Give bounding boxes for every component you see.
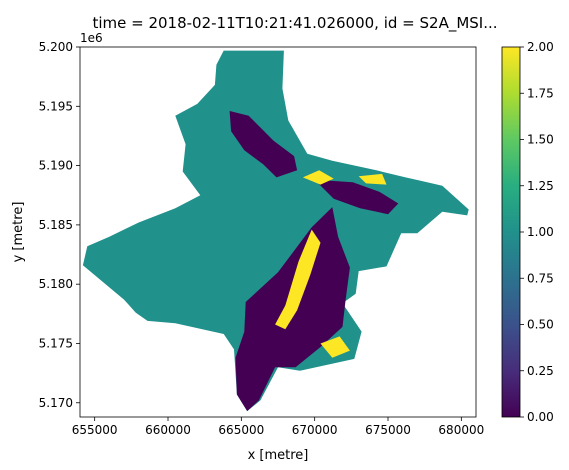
colorbar-tick-label: 0.00 bbox=[527, 410, 554, 424]
y-axis: 5.170 5.175 5.180 5.185 5.190 5.195 5.200 bbox=[39, 40, 80, 410]
colorbar-tick-label: 1.00 bbox=[527, 225, 554, 239]
y-tick-label: 5.175 bbox=[39, 336, 73, 350]
x-axis-label: x [metre] bbox=[248, 448, 309, 463]
x-tick-label: 670000 bbox=[292, 423, 338, 437]
x-tick-label: 660000 bbox=[145, 423, 191, 437]
y-tick-label: 5.180 bbox=[39, 277, 73, 291]
region-class-0-2 bbox=[229, 111, 298, 178]
y-axis-label: y [metre] bbox=[11, 202, 26, 263]
y-tick-label: 5.200 bbox=[39, 40, 73, 54]
colorbar-tick-label: 0.25 bbox=[527, 364, 554, 378]
region-class-2-6 bbox=[320, 336, 350, 358]
colorbar-tick-label: 2.00 bbox=[527, 40, 554, 54]
axes-frame bbox=[79, 46, 477, 418]
colorbar bbox=[501, 46, 521, 418]
x-tick-label: 655000 bbox=[72, 423, 118, 437]
colorbar-tick-label: 1.75 bbox=[527, 86, 554, 100]
x-axis: 655000 660000 665000 670000 675000 680000 bbox=[72, 417, 484, 437]
colorbar-ticks: 0.00 0.25 0.50 0.75 1.00 1.25 1.50 1.75 2.00 bbox=[520, 40, 554, 424]
colorbar-tick-label: 1.50 bbox=[527, 133, 554, 147]
y-tick-label: 5.190 bbox=[39, 159, 73, 173]
plot-regions bbox=[82, 50, 469, 412]
x-tick-label: 680000 bbox=[438, 423, 484, 437]
y-tick-label: 5.185 bbox=[39, 218, 73, 232]
region-class-0-3 bbox=[314, 179, 399, 215]
colorbar-tick-label: 0.75 bbox=[527, 271, 554, 285]
y-tick-label: 5.170 bbox=[39, 396, 73, 410]
chart-title: time = 2018-02-11T10:21:41.026000, id = … bbox=[92, 14, 497, 33]
region-class-2-7 bbox=[358, 173, 387, 185]
region-class-2-5 bbox=[302, 170, 334, 185]
colorbar-tick-label: 1.25 bbox=[527, 179, 554, 193]
region-class-2-4 bbox=[275, 229, 321, 330]
x-tick-label: 665000 bbox=[218, 423, 264, 437]
y-tick-label: 5.195 bbox=[39, 99, 73, 113]
x-tick-label: 675000 bbox=[365, 423, 411, 437]
region-class-1-0 bbox=[82, 50, 469, 412]
colorbar-tick-label: 0.50 bbox=[527, 318, 554, 332]
y-offset-label: 1e6 bbox=[80, 31, 103, 45]
